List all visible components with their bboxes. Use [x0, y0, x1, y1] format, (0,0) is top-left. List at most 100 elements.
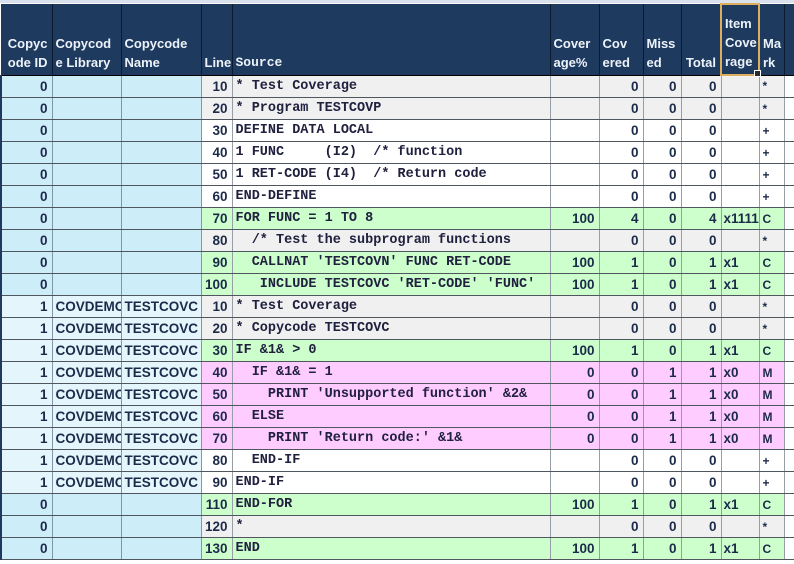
cell-coverage-pct[interactable]: [550, 229, 600, 252]
cell-copycode-name[interactable]: TESTCOVC: [121, 471, 202, 494]
cell-total[interactable]: 0: [681, 141, 722, 164]
cell-line[interactable]: 90: [201, 251, 233, 274]
cell-total[interactable]: 1: [681, 405, 722, 428]
col-header-covered[interactable]: Cov ered: [599, 4, 644, 76]
cell-overflow[interactable]: [784, 317, 794, 340]
cell-coverage-pct[interactable]: 0: [550, 405, 600, 428]
cell-total[interactable]: 1: [681, 537, 722, 560]
cell-total[interactable]: 1: [681, 273, 722, 296]
cell-copycode-library[interactable]: [52, 515, 122, 538]
cell-copycode-id[interactable]: 1: [0, 383, 53, 406]
cell-line[interactable]: 110: [201, 493, 233, 516]
cell-line[interactable]: 100: [201, 273, 233, 296]
cell-covered[interactable]: 1: [599, 273, 644, 296]
cell-copycode-id[interactable]: 0: [0, 185, 53, 208]
cell-line[interactable]: 90: [201, 471, 233, 494]
cell-line[interactable]: 40: [201, 361, 233, 384]
cell-covered[interactable]: 0: [599, 229, 644, 252]
cell-mark[interactable]: *: [759, 317, 785, 340]
cell-source[interactable]: 1 FUNC (I2) /* function: [232, 141, 551, 164]
cell-covered[interactable]: 4: [599, 207, 644, 230]
cell-source[interactable]: END-IF: [232, 449, 551, 472]
cell-total[interactable]: 0: [681, 229, 722, 252]
cell-overflow[interactable]: [784, 273, 794, 296]
cell-total[interactable]: 1: [681, 493, 722, 516]
cell-covered[interactable]: 0: [599, 295, 644, 318]
cell-total[interactable]: 1: [681, 339, 722, 362]
cell-mark[interactable]: +: [759, 141, 785, 164]
cell-copycode-id[interactable]: 0: [0, 207, 53, 230]
cell-copycode-id[interactable]: 0: [0, 229, 53, 252]
cell-total[interactable]: 0: [681, 471, 722, 494]
cell-item-coverage[interactable]: x0: [721, 383, 760, 406]
col-header-coverage-pct[interactable]: Cover age%: [550, 4, 600, 76]
cell-copycode-id[interactable]: 1: [0, 295, 53, 318]
cell-coverage-pct[interactable]: [550, 295, 600, 318]
cell-overflow[interactable]: [784, 493, 794, 516]
cell-overflow[interactable]: [784, 295, 794, 318]
cell-item-coverage[interactable]: x1: [721, 339, 760, 362]
cell-copycode-name[interactable]: [121, 119, 202, 142]
col-header-copycode-id[interactable]: Copyc ode ID: [1, 4, 53, 76]
cell-overflow[interactable]: [784, 163, 794, 186]
cell-missed[interactable]: 0: [643, 295, 682, 318]
cell-missed[interactable]: 0: [643, 97, 682, 120]
cell-missed[interactable]: 0: [643, 185, 682, 208]
cell-source[interactable]: * Program TESTCOVP: [232, 97, 551, 120]
cell-item-coverage[interactable]: [721, 229, 760, 252]
cell-total[interactable]: 1: [681, 251, 722, 274]
cell-coverage-pct[interactable]: 100: [550, 273, 600, 296]
cell-missed[interactable]: 0: [643, 515, 682, 538]
cell-mark[interactable]: +: [759, 185, 785, 208]
cell-source[interactable]: PRINT 'Return code:' &1&: [232, 427, 551, 450]
cell-overflow[interactable]: [784, 229, 794, 252]
cell-copycode-id[interactable]: 0: [0, 515, 53, 538]
cell-covered[interactable]: 0: [599, 317, 644, 340]
cell-coverage-pct[interactable]: 100: [550, 493, 600, 516]
cell-copycode-name[interactable]: TESTCOVC: [121, 295, 202, 318]
cell-mark[interactable]: *: [759, 75, 785, 98]
cell-copycode-name[interactable]: [121, 537, 202, 560]
cell-copycode-id[interactable]: 0: [0, 163, 53, 186]
cell-total[interactable]: 1: [681, 361, 722, 384]
col-header-copycode-name[interactable]: Copycode Name: [121, 4, 202, 76]
cell-copycode-library[interactable]: COVDEMO: [52, 427, 122, 450]
cell-line[interactable]: 10: [201, 295, 233, 318]
cell-source[interactable]: * Test Coverage: [232, 295, 551, 318]
cell-copycode-library[interactable]: [52, 207, 122, 230]
cell-covered[interactable]: 0: [599, 97, 644, 120]
col-header-mark[interactable]: Ma rk: [759, 4, 785, 76]
cell-overflow[interactable]: [784, 97, 794, 120]
cell-copycode-library[interactable]: COVDEMO: [52, 471, 122, 494]
cell-mark[interactable]: C: [759, 251, 785, 274]
cell-missed[interactable]: 0: [643, 493, 682, 516]
cell-overflow[interactable]: [784, 75, 794, 98]
cell-copycode-id[interactable]: 0: [0, 251, 53, 274]
cell-overflow[interactable]: [784, 251, 794, 274]
cell-copycode-library[interactable]: [52, 163, 122, 186]
cell-source[interactable]: ELSE: [232, 405, 551, 428]
cell-copycode-name[interactable]: TESTCOVC: [121, 317, 202, 340]
cell-item-coverage[interactable]: [721, 471, 760, 494]
cell-copycode-library[interactable]: COVDEMO: [52, 317, 122, 340]
cell-copycode-library[interactable]: [52, 185, 122, 208]
cell-item-coverage[interactable]: x0: [721, 427, 760, 450]
cell-item-coverage[interactable]: x1: [721, 537, 760, 560]
cell-copycode-id[interactable]: 0: [0, 273, 53, 296]
cell-line[interactable]: 120: [201, 515, 233, 538]
cell-total[interactable]: 0: [681, 295, 722, 318]
cell-copycode-name[interactable]: TESTCOVC: [121, 427, 202, 450]
cell-covered[interactable]: 0: [599, 515, 644, 538]
cell-covered[interactable]: 1: [599, 493, 644, 516]
cell-source[interactable]: END-IF: [232, 471, 551, 494]
cell-source[interactable]: * Test Coverage: [232, 75, 551, 98]
cell-covered[interactable]: 1: [599, 339, 644, 362]
cell-copycode-name[interactable]: [121, 251, 202, 274]
cell-mark[interactable]: +: [759, 471, 785, 494]
cell-item-coverage[interactable]: x1111: [721, 207, 760, 230]
cell-overflow[interactable]: [784, 207, 794, 230]
cell-covered[interactable]: 0: [599, 75, 644, 98]
cell-copycode-id[interactable]: 0: [0, 141, 53, 164]
cell-total[interactable]: 0: [681, 75, 722, 98]
cell-missed[interactable]: 0: [643, 207, 682, 230]
